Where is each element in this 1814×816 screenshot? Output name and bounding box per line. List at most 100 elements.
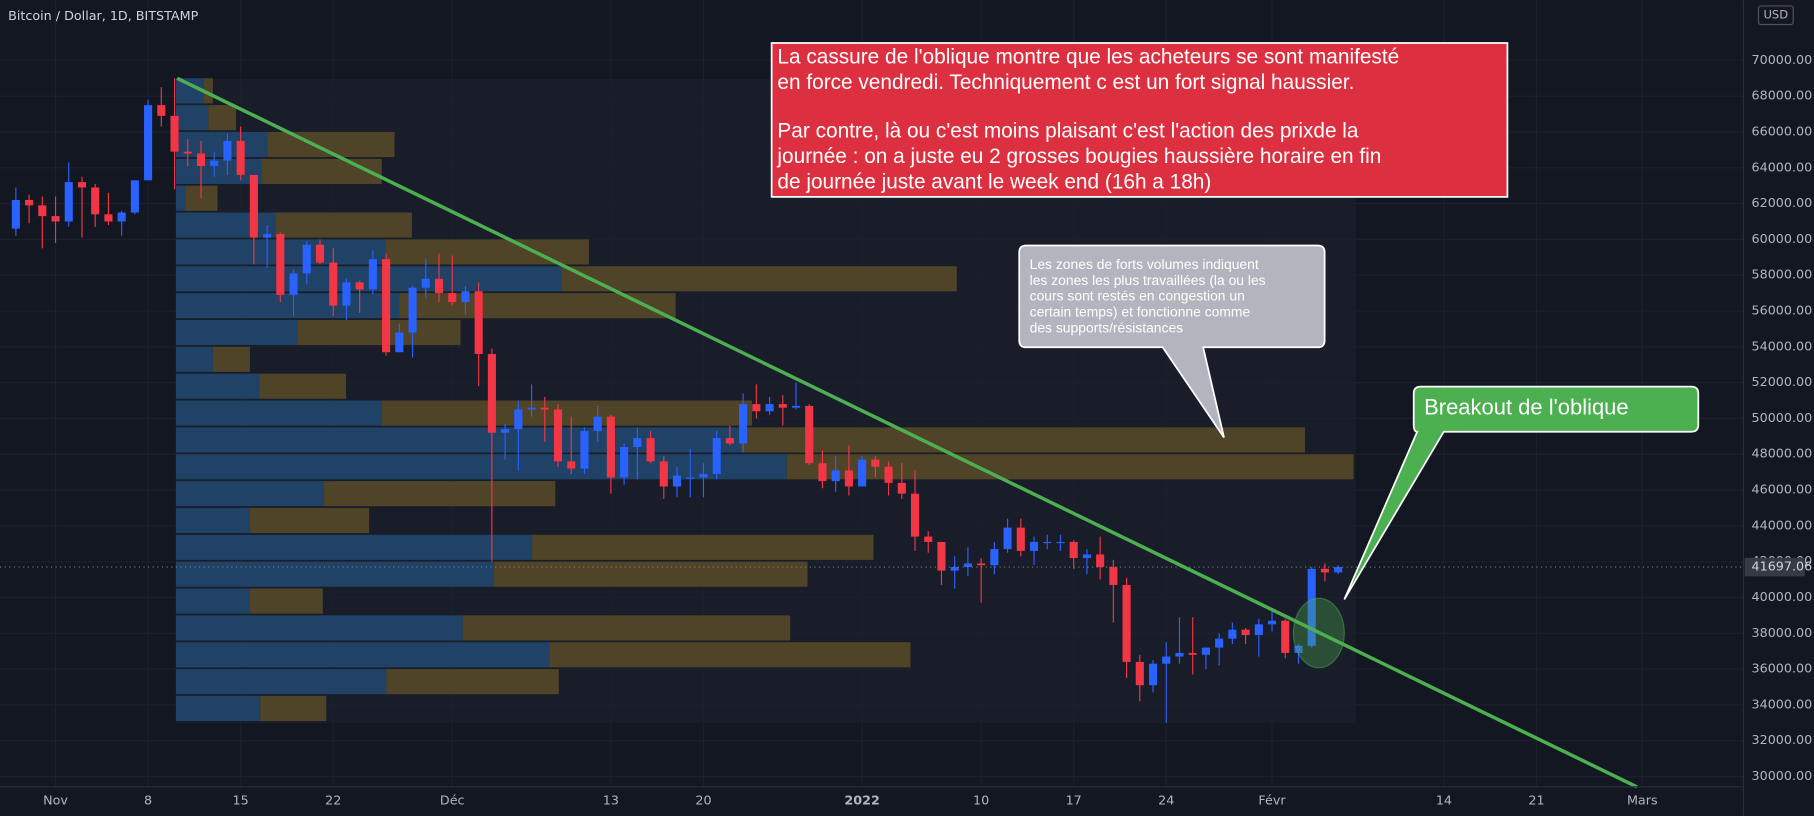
x-tick-label: Déc	[440, 792, 465, 807]
x-tick-label: 10	[973, 792, 989, 807]
candle-body	[329, 262, 338, 306]
candle-body	[1267, 620, 1277, 625]
last-price-label: 41697.06	[1752, 559, 1813, 574]
callout-text: les zones les plus travaillées (la ou le…	[1030, 272, 1266, 288]
profile-sell	[275, 212, 412, 238]
candle-body	[289, 273, 298, 295]
note-text: La cassure de l'oblique montre que les a…	[777, 46, 1399, 69]
callout-text: des supports/résistances	[1030, 320, 1184, 336]
candle-body	[963, 563, 972, 568]
candle-body	[659, 461, 668, 487]
trendline	[176, 76, 1638, 789]
y-tick-label: 38000.00	[1752, 625, 1813, 640]
candle-body	[382, 259, 391, 353]
profile-buy	[175, 695, 261, 722]
candle-body	[1029, 541, 1039, 551]
profile-buy	[175, 669, 387, 695]
candle-body	[302, 244, 311, 274]
callout-text: certain temps) et fonctionne comme	[1030, 304, 1251, 320]
y-tick-label: 68000.00	[1752, 88, 1813, 103]
profile-buy	[175, 561, 495, 587]
profile-sell	[261, 158, 382, 184]
candle-body	[593, 416, 602, 431]
candle-body	[580, 430, 589, 469]
candle-body	[990, 549, 999, 566]
x-tick-label: 21	[1528, 792, 1544, 807]
candle-body	[51, 216, 60, 222]
profile-buy	[175, 642, 550, 668]
candle-body	[1069, 541, 1078, 559]
candle-body	[686, 477, 695, 479]
candle-body	[170, 115, 179, 152]
candle-body	[752, 404, 761, 412]
candle-body	[487, 353, 496, 433]
candle-body	[408, 287, 417, 333]
x-tick-label: Févr	[1258, 792, 1286, 807]
candle-body	[1109, 567, 1118, 585]
candle-body	[540, 407, 549, 410]
y-tick-label: 30000.00	[1752, 768, 1813, 783]
profile-sell	[561, 266, 957, 292]
candle-body	[461, 291, 470, 303]
x-tick-label: 17	[1066, 792, 1082, 807]
candle-body	[77, 182, 87, 188]
breakout-highlight	[1292, 597, 1345, 669]
candle-body	[1188, 652, 1197, 655]
candles	[11, 78, 1343, 723]
candle-body	[1003, 527, 1012, 550]
profile-buy	[175, 105, 209, 131]
candle-body	[144, 105, 153, 181]
x-tick-label: Nov	[43, 792, 68, 807]
candle-body	[527, 407, 536, 410]
x-tick-label: 20	[695, 792, 711, 807]
x-tick-label: 22	[325, 792, 341, 807]
candle-body	[1201, 647, 1210, 655]
candle-body	[130, 180, 139, 213]
candle-body	[1096, 554, 1105, 568]
candle-body	[1148, 663, 1158, 686]
candle-body	[434, 278, 444, 294]
candle-body	[501, 429, 510, 433]
candle-body	[64, 182, 73, 222]
profile-buy	[175, 507, 250, 534]
candle-body	[831, 470, 840, 482]
profile-buy	[175, 400, 382, 426]
candle-body	[778, 404, 787, 408]
candle-body	[474, 291, 483, 354]
candle-body	[1281, 620, 1290, 653]
candle-body	[725, 438, 734, 444]
candle-body	[342, 282, 351, 306]
profile-buy	[175, 266, 562, 292]
y-tick-label: 40000.00	[1752, 589, 1813, 604]
candle-body	[223, 140, 232, 161]
x-tick-label: 14	[1436, 792, 1452, 807]
y-tick-label: 66000.00	[1752, 123, 1813, 138]
candle-body	[1016, 527, 1025, 551]
y-tick-label: 48000.00	[1752, 446, 1813, 461]
currency-box[interactable]	[1757, 5, 1794, 26]
profile-buy	[175, 293, 400, 319]
profile-buy	[175, 373, 260, 399]
profile-sell	[532, 534, 874, 560]
candle-body	[699, 473, 708, 478]
currency[interactable]: USD	[1763, 8, 1788, 22]
candle-body	[1334, 567, 1343, 573]
candle-body	[884, 466, 893, 483]
candle-body	[210, 160, 219, 166]
profile-buy	[175, 185, 186, 211]
y-tick-label: 54000.00	[1752, 338, 1813, 353]
note-text: Par contre, là ou c'est moins plaisant c…	[777, 120, 1359, 143]
candle-body	[421, 278, 430, 288]
candle-body	[104, 214, 113, 222]
breakout-bubble	[1343, 385, 1700, 600]
candle-body	[1175, 652, 1184, 657]
candle-body	[1122, 584, 1131, 662]
profile-buy	[175, 481, 324, 507]
candle-body	[91, 187, 100, 215]
profile-sell	[203, 78, 213, 104]
profile-sell	[462, 615, 791, 641]
profile-sell	[386, 669, 559, 695]
y-tick-label: 56000.00	[1752, 303, 1813, 318]
y-tick-label: 50000.00	[1752, 410, 1813, 425]
